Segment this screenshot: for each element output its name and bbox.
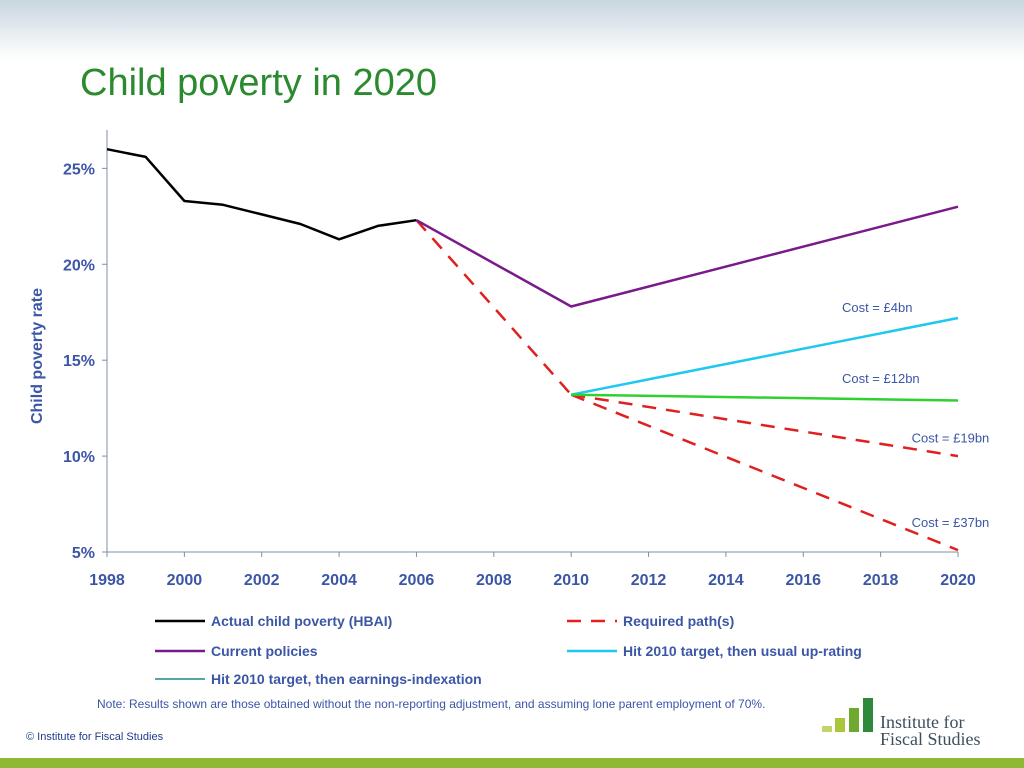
copyright-text: © Institute for Fiscal Studies [26, 731, 164, 743]
legend-label: Actual child poverty (HBAI) [211, 613, 392, 629]
series-line-6 [571, 393, 959, 402]
x-tick-label: 2004 [321, 572, 357, 589]
cost-annotation: Cost = £37bn [912, 515, 990, 530]
logo-line-2: Fiscal Studies [880, 729, 981, 749]
logo-bar-3 [849, 708, 859, 732]
x-tick-label: 2008 [476, 572, 512, 589]
x-tick-label: 2010 [553, 572, 589, 589]
logo-bar-2 [835, 718, 845, 732]
footer-band [0, 758, 1024, 768]
y-tick-label: 20% [63, 257, 95, 274]
ifs-logo [822, 698, 873, 732]
x-tick-label: 2016 [785, 572, 821, 589]
child-poverty-chart: 5% 10% 15% 20% 25% 1998 2000 2002 2004 2006 2008 20… [29, 130, 990, 687]
chart-note: Note: Results shown are those obtained w… [97, 697, 766, 711]
x-tick-label: 2006 [399, 572, 435, 589]
legend-label: Current policies [211, 643, 318, 659]
x-tick-label: 2018 [863, 572, 899, 589]
x-tick-label: 1998 [89, 572, 125, 589]
series-line-2 [571, 393, 959, 458]
series-line-5 [570, 316, 959, 396]
series-line-4 [415, 205, 959, 308]
legend-label: Hit 2010 target, then earnings-indexatio… [211, 671, 482, 687]
y-tick-label: 25% [63, 161, 95, 178]
x-tick-label: 2020 [940, 572, 976, 589]
logo-bar-1 [822, 726, 832, 732]
x-tick-label: 2012 [631, 572, 667, 589]
legend-label: Hit 2010 target, then usual up-rating [623, 643, 862, 659]
series-line-1 [415, 219, 573, 396]
slide-title: Child poverty in 2020 [80, 62, 437, 104]
y-tick-label: 5% [72, 545, 95, 562]
x-tick-label: 2002 [244, 572, 280, 589]
logo-bar-4 [863, 698, 873, 732]
series-line-3 [570, 393, 959, 552]
series-line-0 [106, 147, 417, 241]
logo-line-1: Institute for [880, 712, 965, 732]
legend-label: Required path(s) [623, 613, 734, 629]
y-tick-label: 15% [63, 353, 95, 370]
x-tick-label: 2000 [167, 572, 203, 589]
cost-annotation: Cost = £4bn [842, 300, 912, 315]
cost-annotation: Cost = £19bn [912, 431, 990, 446]
y-tick-label: 10% [63, 449, 95, 466]
logo-wordmark: Institute for Fiscal Studies [880, 712, 981, 749]
header-gradient-band [0, 0, 1024, 60]
cost-annotation: Cost = £12bn [842, 371, 920, 386]
y-axis-label: Child poverty rate [29, 288, 46, 424]
x-tick-label: 2014 [708, 572, 744, 589]
